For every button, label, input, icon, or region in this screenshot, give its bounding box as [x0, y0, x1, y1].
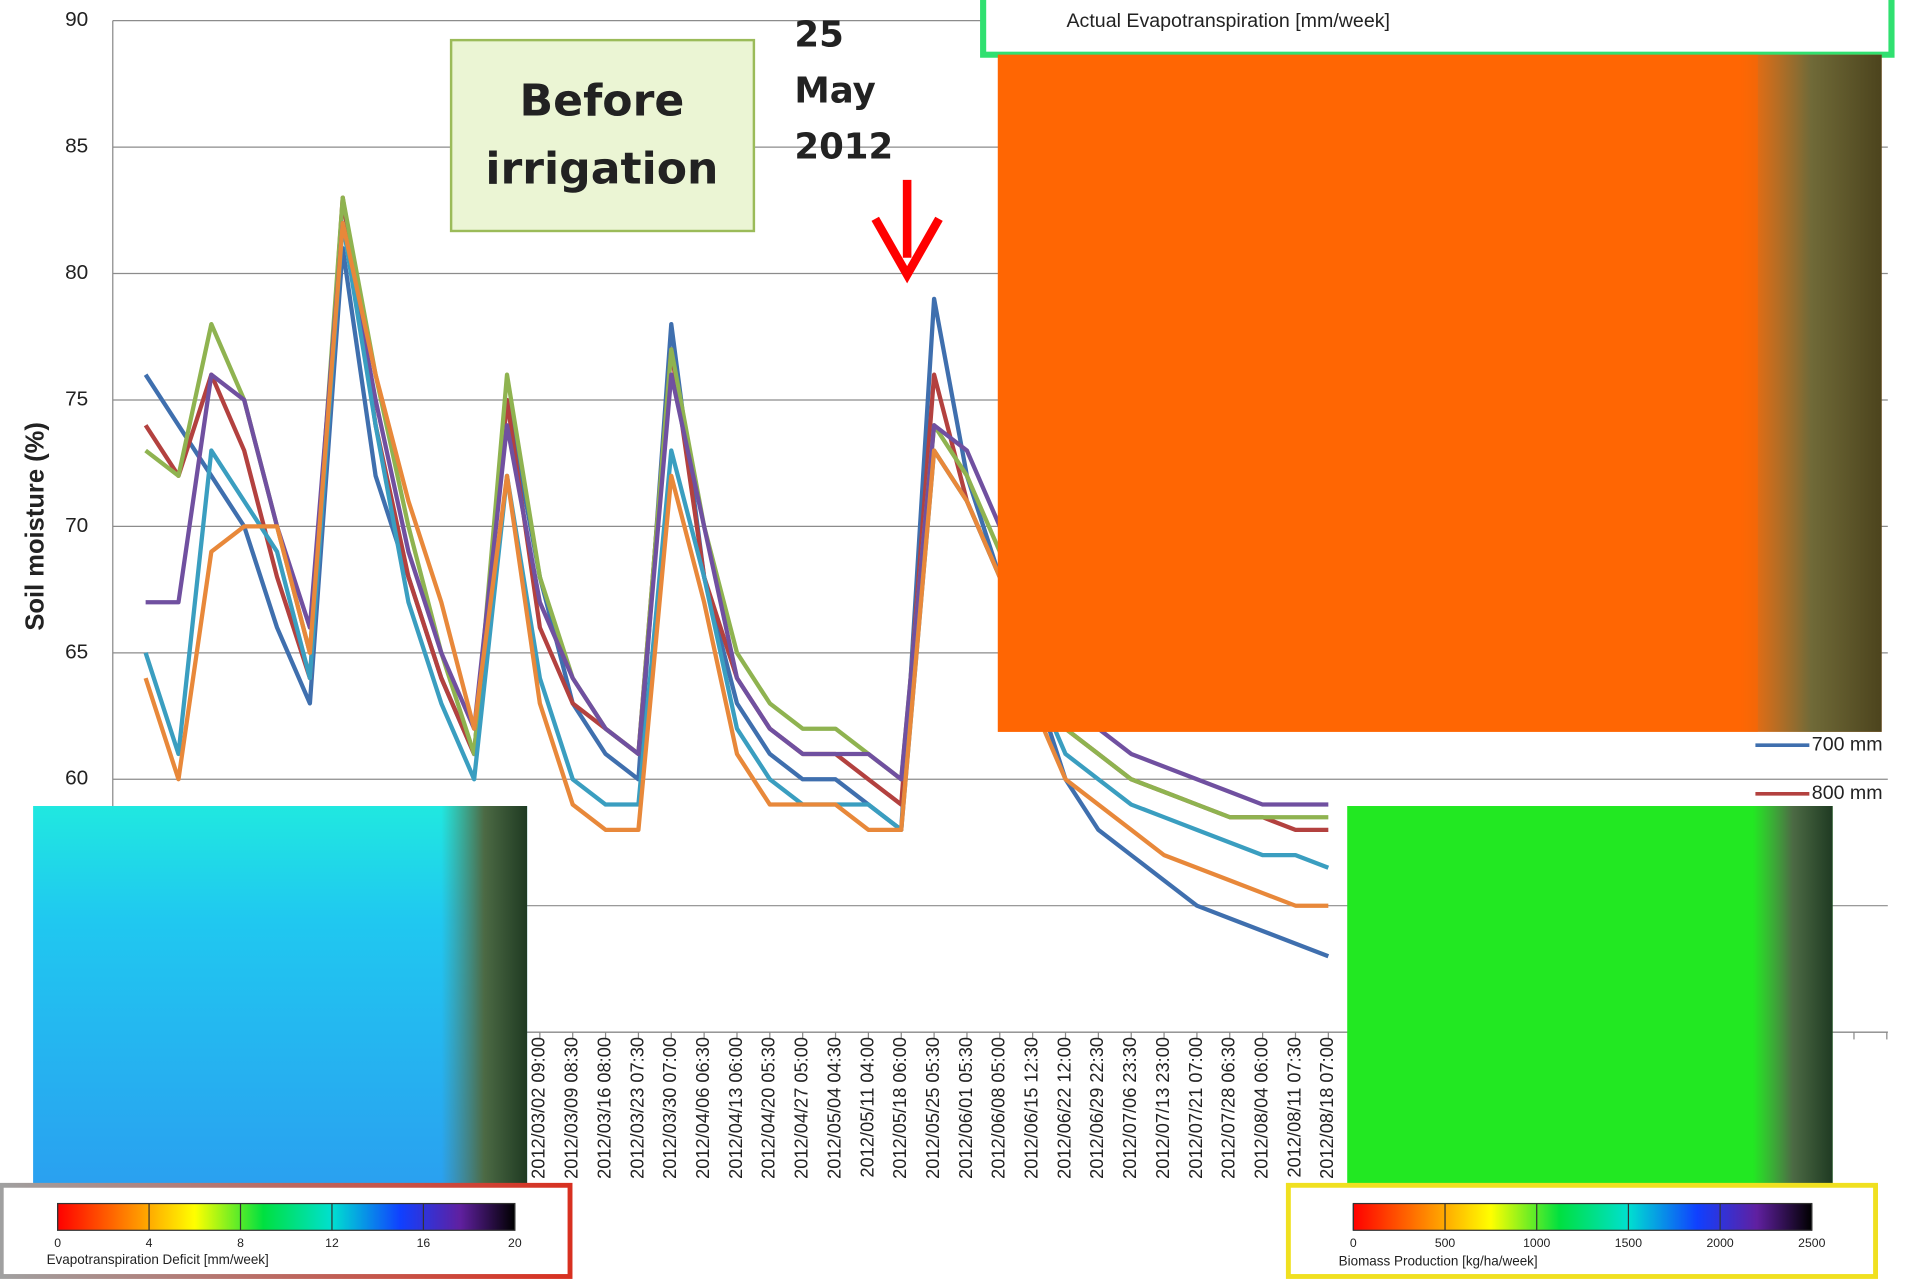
y-tick-label: 65: [65, 640, 88, 663]
x-tick-label: 2012/06/01 05:30: [955, 1037, 976, 1179]
date-label: May: [794, 70, 875, 111]
legend-label: 800 mm: [1812, 782, 1883, 804]
colorbar-tick-label: 8: [237, 1236, 244, 1250]
colorbar-title: Biomass Production [kg/ha/week]: [1339, 1253, 1538, 1268]
colorbar: [1352, 1202, 1813, 1231]
x-tick-label: 2012/04/13 06:00: [725, 1037, 746, 1179]
x-tick-label: 2012/05/18 06:00: [889, 1037, 910, 1179]
x-tick-label: 2012/03/02 09:00: [528, 1037, 549, 1179]
x-tick-label: 2012/07/21 07:00: [1185, 1037, 1206, 1179]
data-line: [144, 195, 1329, 820]
map-trees: [1752, 806, 1833, 1186]
x-tick-label: 2012/06/15 12:30: [1020, 1037, 1041, 1179]
x-tick-label: 2012/04/06 06:30: [692, 1037, 713, 1179]
y-axis-title: Soil moisture (%): [21, 422, 49, 630]
x-tick-label: 2012/03/23 07:30: [626, 1037, 647, 1179]
data-line: [143, 220, 1329, 908]
x-tick-label: 2012/04/20 05:30: [758, 1037, 779, 1179]
date-label: 2012: [794, 126, 893, 167]
x-tick-label: 2012/08/04 06:00: [1250, 1037, 1271, 1179]
y-tick-label: 85: [65, 135, 88, 158]
x-tick-label: 2012/05/04 04:30: [823, 1037, 844, 1179]
y-tick-label: 75: [65, 388, 88, 411]
colorbar-tick-label: 2500: [1798, 1236, 1825, 1250]
x-tick-label: 2012/08/18 07:00: [1316, 1037, 1337, 1179]
y-tick-label: 60: [65, 767, 88, 790]
date-label: 25: [794, 15, 843, 56]
colorbar-tick-label: 12: [325, 1236, 339, 1250]
x-tick-label: 2012/08/11 07:30: [1283, 1037, 1304, 1178]
x-tick-label: 2012/03/16 08:00: [593, 1037, 614, 1179]
colorbar-tick-label: 16: [417, 1236, 431, 1250]
x-tick-label: 2012/05/25 05:30: [922, 1037, 943, 1179]
legend-label: 700 mm: [1812, 733, 1883, 755]
x-tick-label: 2012/03/30 07:00: [659, 1037, 680, 1179]
colorbar-tick-label: 0: [1350, 1236, 1357, 1250]
y-tick-label: 90: [65, 8, 88, 31]
colorbar-tick-label: 1500: [1615, 1236, 1642, 1250]
colorbar-title: Evapotranspiration Deficit [mm/week]: [47, 1252, 269, 1267]
x-tick-label: 2012/07/06 23:30: [1119, 1037, 1140, 1179]
colorbar-tick-label: 20: [508, 1236, 522, 1250]
map-image: [1347, 806, 1833, 1186]
x-tick-label: 2012/03/09 08:30: [561, 1037, 582, 1179]
x-tick-label: 2012/07/28 06:30: [1218, 1037, 1239, 1179]
colorbar-tick-label: 0: [54, 1236, 61, 1250]
annotation-box: [449, 38, 756, 233]
annotation-text: Before irrigation: [485, 75, 718, 194]
map-trees: [1740, 54, 1882, 732]
x-tick-label: 2012/06/22 12:00: [1053, 1037, 1074, 1179]
y-tick-label: 70: [65, 514, 88, 537]
x-tick-label: 2012/04/27 05:00: [790, 1037, 811, 1179]
map-trees: [441, 806, 528, 1186]
colorbar-tick-label: 500: [1435, 1236, 1456, 1250]
colorbar-tick-label: 1000: [1523, 1236, 1550, 1250]
colorbar-tick-label: 4: [146, 1236, 153, 1250]
x-tick-label: 2012/05/11 04:00: [856, 1037, 877, 1178]
x-tick-label: 2012/06/08 05:00: [988, 1037, 1009, 1179]
map-field: [997, 54, 1758, 732]
arrow: [871, 179, 943, 284]
colorbar-tick-label: 2000: [1706, 1236, 1733, 1250]
x-tick-label: 2012/07/13 23:00: [1152, 1037, 1173, 1179]
colorbar-title: Actual Evapotranspiration [mm/week]: [1066, 10, 1389, 32]
y-tick-label: 80: [65, 261, 88, 284]
x-tick-label: 2012/06/29 22:30: [1086, 1037, 1107, 1179]
colorbar: [57, 1202, 516, 1231]
